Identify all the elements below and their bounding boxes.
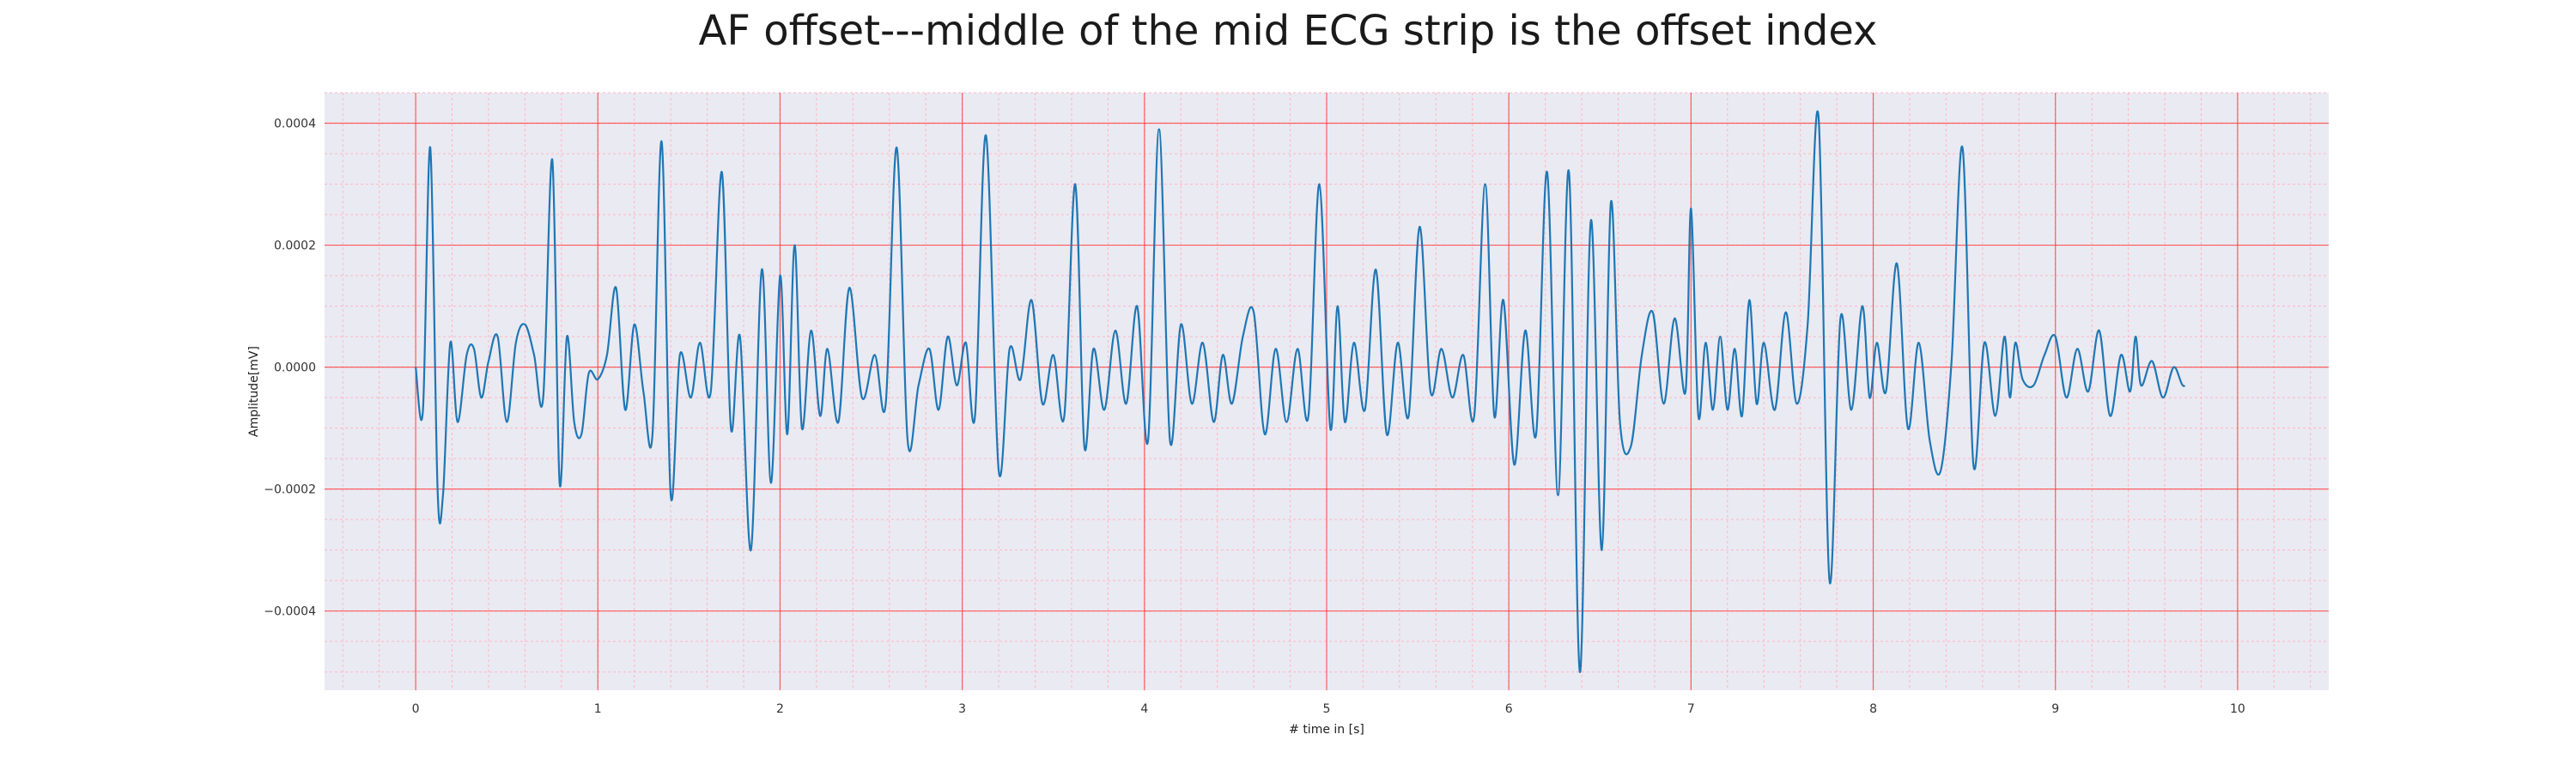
series-layer [415, 110, 2186, 673]
x-tick-label: 0 [412, 702, 420, 716]
x-tick-label: 6 [1505, 702, 1513, 716]
x-tick-label: 1 [594, 702, 602, 716]
tick-labels: 0 1 2 3 4 5 6 7 8 9 10 −0.0004 −0.0002 0.0000 0.0002 0.… [264, 118, 2245, 716]
y-tick-label: 0.0004 [274, 118, 316, 131]
x-axis-label: # time in [s] [1289, 723, 1364, 737]
y-tick-label: −0.0002 [264, 483, 316, 497]
x-tick-label: 9 [2051, 702, 2059, 716]
chart-title: AF offset---middle of the mid ECG strip … [699, 7, 1878, 55]
y-tick-label: −0.0004 [264, 605, 316, 619]
ecg-series-line [415, 110, 2186, 673]
x-tick-label: 2 [776, 702, 784, 716]
y-tick-label: 0.0002 [274, 240, 316, 253]
x-tick-label: 4 [1140, 702, 1148, 716]
x-tick-label: 10 [2230, 702, 2245, 716]
x-tick-label: 7 [1687, 702, 1695, 716]
x-tick-label: 8 [1869, 702, 1877, 716]
y-tick-label: 0.0000 [274, 361, 316, 375]
y-axis-label: Amplitude[mV] [247, 346, 261, 437]
x-tick-label: 3 [958, 702, 966, 716]
x-tick-label: 5 [1323, 702, 1331, 716]
major-gridlines [325, 93, 2329, 690]
